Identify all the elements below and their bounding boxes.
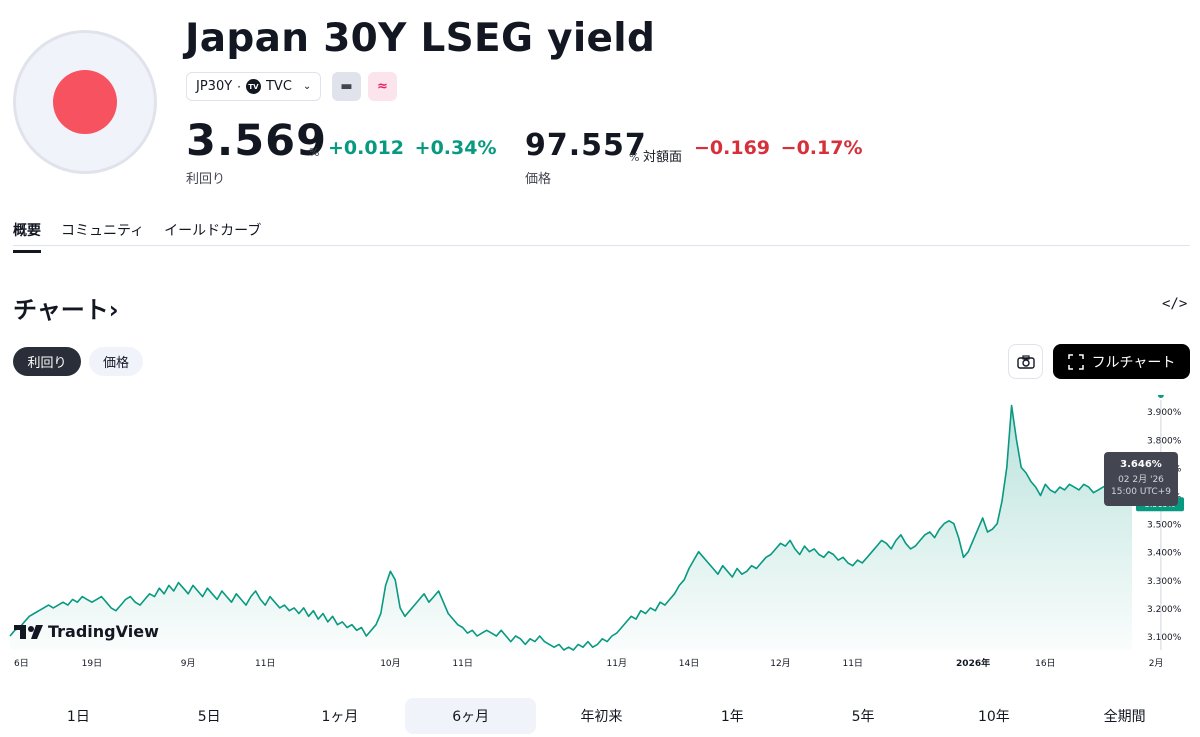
x-tick-label: 14日	[679, 658, 699, 669]
snapshot-button[interactable]	[1008, 344, 1043, 379]
x-tick-label: 11日	[452, 658, 472, 669]
hover-point	[1157, 395, 1164, 398]
approx-icon[interactable]: ≈	[368, 72, 397, 101]
y-tick-label: 3.800%	[1147, 436, 1182, 446]
price-change: −0.169 −0.17%	[694, 137, 863, 159]
full-chart-label: フルチャート	[1091, 354, 1176, 371]
range-6m[interactable]: 6ヶ月	[405, 698, 537, 734]
y-tick-label: 3.100%	[1147, 633, 1182, 643]
chart-area-fill	[10, 405, 1132, 650]
fullscreen-icon	[1067, 353, 1084, 370]
toggle-yield[interactable]: 利回り	[13, 347, 81, 376]
range-selector: 1日 5日 1ヶ月 6ヶ月 年初来 1年 5年 10年 全期間	[13, 698, 1190, 734]
full-chart-button[interactable]: フルチャート	[1053, 344, 1190, 379]
yield-value: 3.569	[186, 116, 328, 166]
y-tick-label: 3.500%	[1147, 521, 1182, 531]
tab-overview[interactable]: 概要	[13, 220, 41, 253]
tooltip-value: 3.646%	[1120, 459, 1162, 470]
embed-code-icon[interactable]: </>	[1162, 296, 1188, 312]
exchange-name: TVC	[265, 79, 292, 94]
price-value: 97.557	[525, 128, 647, 163]
range-1m[interactable]: 1ヶ月	[321, 709, 359, 725]
minus-icon[interactable]: ▬	[332, 72, 361, 101]
toggle-price[interactable]: 価格	[89, 347, 143, 376]
tab-yield-curve[interactable]: イールドカーブ	[164, 223, 262, 239]
page-title: Japan 30Y LSEG yield	[185, 16, 656, 61]
yield-change-pct: +0.34%	[414, 137, 497, 159]
x-tick-label: 16日	[1035, 658, 1055, 669]
price-change-pct: −0.17%	[780, 137, 863, 159]
tv-logo-icon: TV	[245, 79, 261, 94]
japan-flag-icon	[13, 30, 157, 174]
yield-label: 利回り	[186, 172, 226, 187]
x-tick-label: 11月	[607, 658, 627, 669]
range-5d[interactable]: 5日	[197, 709, 221, 725]
y-tick-label: 3.900%	[1147, 408, 1182, 418]
range-1y[interactable]: 1年	[720, 709, 744, 725]
symbol-selector[interactable]: JP30Y · TV TVC ⌄	[186, 72, 322, 101]
y-tick-label: 3.400%	[1147, 549, 1182, 559]
tooltip-date-text: 02 2月 '26	[1118, 475, 1164, 485]
x-tick-label: 9月	[181, 658, 196, 669]
x-tick-label: 2026年	[956, 657, 990, 669]
range-5y[interactable]: 5年	[851, 709, 875, 725]
tabs-divider	[13, 245, 1190, 246]
tooltip-date: 02 2月 '26 15:00 UTC+9	[1104, 474, 1178, 498]
y-tick-label: 3.300%	[1147, 577, 1182, 587]
chart-series-line	[9, 404, 1133, 651]
chart-tooltip: 3.646% 02 2月 '26 15:00 UTC+9	[1104, 452, 1178, 506]
tradingview-logo-icon	[14, 624, 43, 639]
main-tabs: 概要 コミュニティ イールドカーブ	[13, 220, 261, 253]
x-tick-label: 10月	[380, 658, 400, 669]
flag-sun	[53, 70, 117, 134]
price-change-abs: −0.169	[694, 137, 771, 159]
x-tick-label: 11日	[255, 658, 275, 669]
yield-chart[interactable]: 3.900%3.800%3.700%3.600%3.500%3.400%3.30…	[0, 395, 1200, 680]
tradingview-watermark[interactable]: TradingView	[14, 622, 159, 641]
price-unit: % 対額面	[629, 146, 682, 165]
x-tick-label: 19日	[82, 658, 102, 669]
yield-unit: %	[309, 146, 320, 159]
price-unit-note: 対額面	[642, 150, 682, 165]
chevron-down-icon: ⌄	[302, 81, 312, 92]
symbol-code: JP30Y	[196, 79, 233, 94]
x-tick-label: 11日	[842, 658, 862, 669]
price-label: 価格	[525, 172, 552, 187]
tab-community[interactable]: コミュニティ	[61, 223, 145, 239]
camera-icon	[1016, 354, 1035, 369]
chart-section-title[interactable]: チャート›	[13, 296, 119, 324]
x-tick-label: 6日	[14, 658, 29, 669]
range-1d[interactable]: 1日	[66, 709, 90, 725]
price-unit-symbol: %	[629, 151, 640, 164]
symbol-separator: ·	[237, 79, 241, 94]
tooltip-time-text: 15:00 UTC+9	[1111, 487, 1171, 497]
x-tick-label: 2月	[1149, 658, 1164, 669]
yield-change: +0.012 +0.34%	[328, 137, 497, 159]
range-all[interactable]: 全期間	[1103, 709, 1146, 725]
y-tick-label: 3.200%	[1147, 605, 1182, 615]
yield-change-abs: +0.012	[328, 137, 405, 159]
tradingview-wordmark: TradingView	[48, 622, 159, 641]
range-ytd[interactable]: 年初来	[580, 709, 623, 725]
x-tick-label: 12月	[770, 658, 790, 669]
range-10y[interactable]: 10年	[977, 709, 1010, 725]
